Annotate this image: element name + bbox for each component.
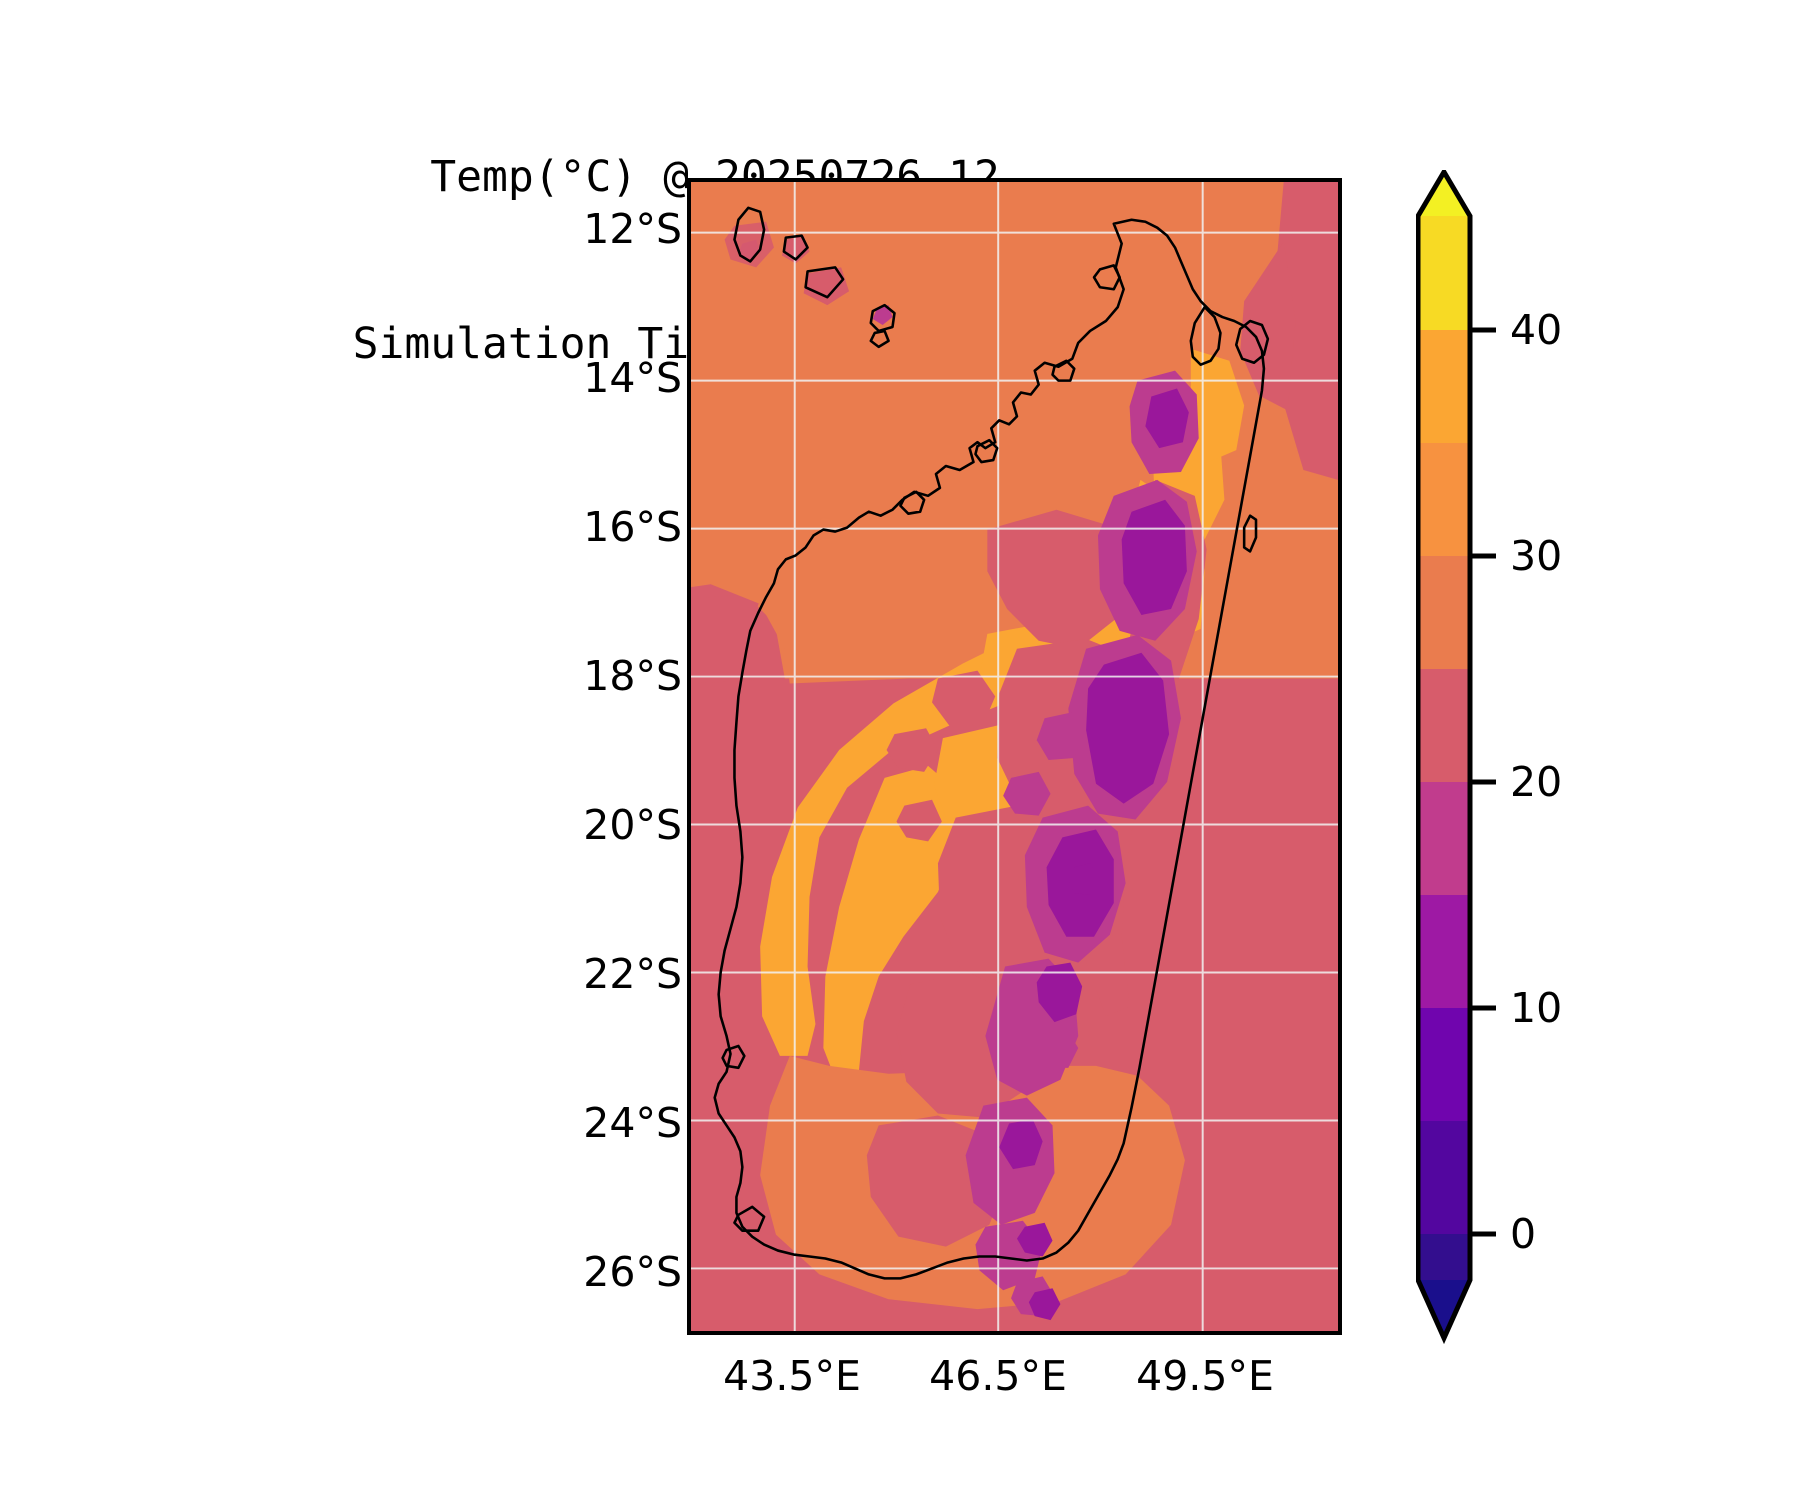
xtick-label: 46.5°E bbox=[929, 1352, 1067, 1400]
cb-band-30-35 bbox=[1418, 443, 1470, 556]
ocean-speck-5 bbox=[872, 305, 893, 326]
cb-band-10-15 bbox=[1418, 895, 1470, 1008]
ytick-label: 24°S bbox=[583, 1099, 682, 1147]
cb-band-40-45 bbox=[1418, 216, 1470, 330]
cb-tick-label: 40 bbox=[1510, 306, 1563, 354]
field-band-10-15-d bbox=[1036, 962, 1083, 1023]
xtick-label: 49.5°E bbox=[1136, 1352, 1274, 1400]
field-band-20-25-ne2 bbox=[1240, 241, 1296, 411]
ocean-speck-3 bbox=[781, 235, 810, 264]
ytick-label: 16°S bbox=[583, 503, 682, 551]
ytick-label: 20°S bbox=[583, 801, 682, 849]
map-plot-area bbox=[687, 178, 1342, 1335]
field-band-10-15-f bbox=[1145, 388, 1189, 449]
ytick-label: 26°S bbox=[583, 1248, 682, 1296]
cb-tick-label: 30 bbox=[1510, 532, 1563, 580]
field-band-10-15-i bbox=[1028, 1288, 1061, 1321]
field-band-10-15-h bbox=[1016, 1222, 1053, 1257]
cb-band-25-30 bbox=[1418, 556, 1470, 669]
cb-tick-label: 20 bbox=[1510, 758, 1563, 806]
field-band-15-20-i bbox=[1003, 771, 1051, 816]
ytick-label: 22°S bbox=[583, 950, 682, 998]
ocean-speck-4 bbox=[803, 267, 850, 306]
cb-band-0-5 bbox=[1418, 1121, 1470, 1234]
field-band-20-25-west bbox=[691, 594, 785, 684]
field-band-30-35-ne-coast bbox=[1190, 348, 1245, 463]
cb-tick-label: 10 bbox=[1510, 984, 1563, 1032]
colorbar-svg bbox=[1416, 170, 1496, 1345]
cb-tick-label: 0 bbox=[1510, 1210, 1537, 1258]
cb-outline bbox=[1416, 170, 1473, 1345]
field-band-10-15-e bbox=[999, 1119, 1043, 1170]
cb-band-minus5-0 bbox=[1418, 1234, 1470, 1280]
field-band-20-25-sm1 bbox=[932, 670, 996, 727]
temperature-contour-map bbox=[691, 182, 1338, 1331]
field-band-20-25-sm2 bbox=[886, 728, 938, 772]
field-band-10-15-b bbox=[1086, 652, 1170, 804]
field-band-20-25-ne bbox=[1275, 182, 1338, 480]
ytick-label: 14°S bbox=[583, 354, 682, 402]
xtick-label: 43.5°E bbox=[723, 1352, 861, 1400]
cb-ticks bbox=[1470, 327, 1496, 1237]
ytick-label: 12°S bbox=[583, 205, 682, 253]
colorbar-bands bbox=[1418, 216, 1470, 1280]
cb-band-35-40 bbox=[1418, 330, 1470, 443]
coastline bbox=[713, 206, 1270, 1280]
cb-band-5-10 bbox=[1418, 1008, 1470, 1121]
field-band-15-20-j bbox=[1036, 1028, 1079, 1068]
field-band-30-35-centralstripe bbox=[823, 765, 960, 1084]
colorbar: 40 30 20 10 0 bbox=[1416, 170, 1716, 1350]
field-band-20-25-sm3 bbox=[896, 799, 942, 842]
field-band-15-20-h bbox=[1036, 712, 1085, 760]
cb-band-20-25 bbox=[1418, 669, 1470, 782]
cb-extend-over-arrow bbox=[1418, 172, 1470, 216]
ytick-label: 18°S bbox=[583, 652, 682, 700]
cb-band-15-20 bbox=[1418, 782, 1470, 895]
field-band-20-25-interior bbox=[987, 509, 1126, 649]
field-band-10-15-g bbox=[1068, 863, 1098, 896]
cb-extend-under-arrow bbox=[1418, 1280, 1470, 1338]
map-gridlines bbox=[691, 182, 1338, 1331]
